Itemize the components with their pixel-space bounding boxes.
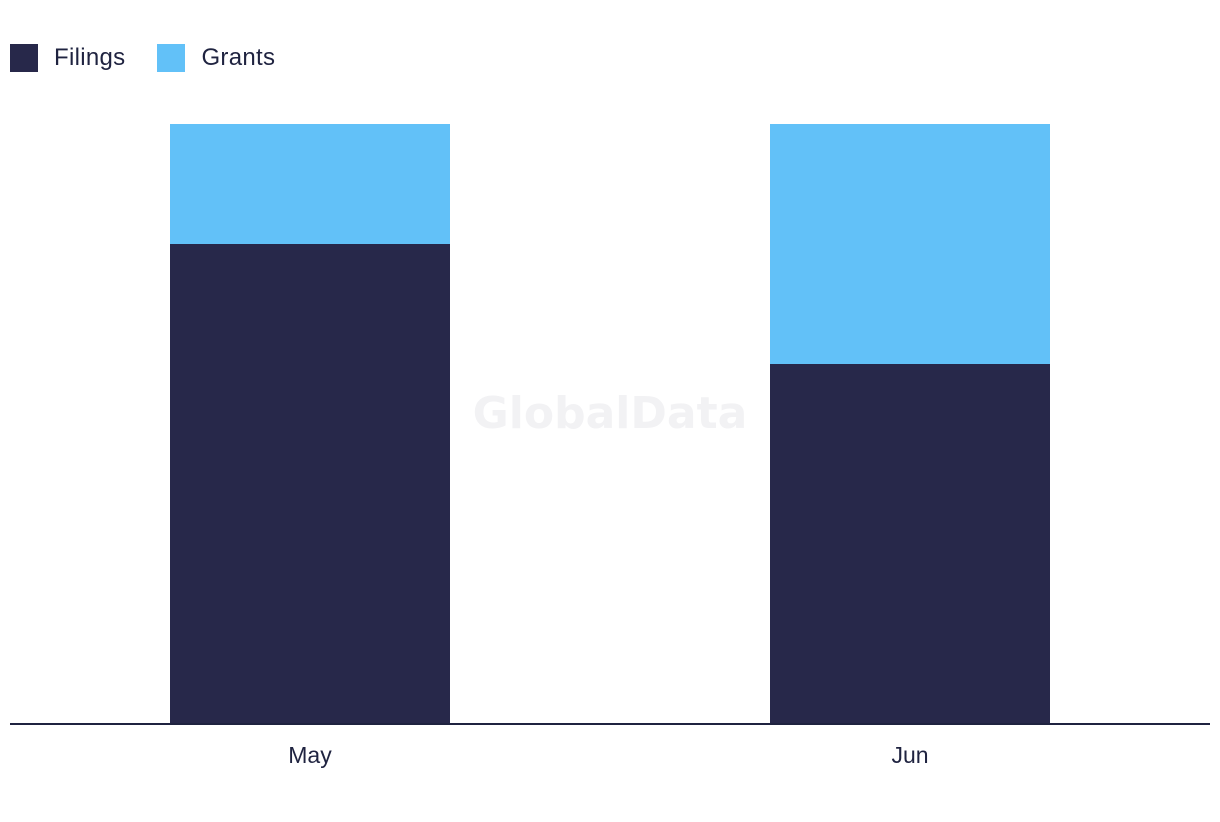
bars-group [170,124,1050,724]
legend-item-filings: Filings [10,44,125,72]
bar-grants-jun [770,124,1050,364]
watermark: GlobalData [473,388,748,439]
legend-label-filings: Filings [54,44,126,71]
x-tick-label-may: May [288,742,332,768]
legend-swatch-grants [157,44,186,72]
legend-swatch-filings [10,44,38,72]
bar-filings-jun [770,364,1050,724]
chart-legend: Filings Grants [10,44,275,72]
bar-filings-may [170,244,450,724]
bar-grants-may [170,124,450,244]
legend-label-grants: Grants [201,44,276,71]
x-tick-labels: May Jun [288,742,928,768]
x-tick-label-jun: Jun [891,742,928,768]
legend-item-grants: Grants [157,44,275,72]
